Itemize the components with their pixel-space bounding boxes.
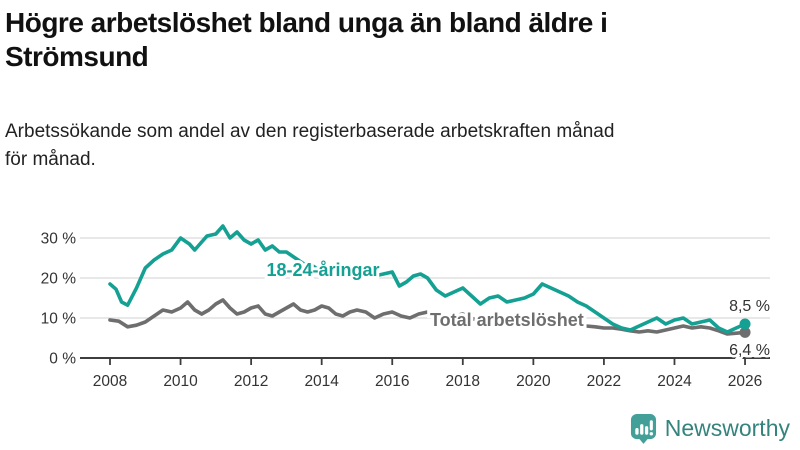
x-tick-label-2008: 2008: [93, 373, 127, 390]
newsworthy-brand-text: Newsworthy: [664, 415, 790, 441]
title-line-1: Högre arbetslöshet bland unga än bland ä…: [5, 7, 608, 38]
x-tick-label-2018: 2018: [446, 373, 480, 390]
x-tick-label-2014: 2014: [304, 373, 339, 390]
y-tick-label-0: 0 %: [49, 351, 76, 368]
x-tick-label-2016: 2016: [375, 373, 409, 390]
y-tick-label-30: 30 %: [41, 231, 77, 248]
newsworthy-bubble-icon: [630, 414, 656, 444]
end-label-youth: 8,5 %: [729, 298, 770, 315]
title-line-2: Strömsund: [5, 41, 149, 73]
x-tick-label-2024: 2024: [657, 373, 692, 390]
series-line-total: [108, 298, 747, 336]
y-tick-label-10: 10 %: [41, 311, 77, 328]
page-title: Högre arbetslöshet bland unga än bland ä…: [5, 6, 785, 74]
x-tick-label-2022: 2022: [587, 373, 621, 390]
series-label-total: Total arbetslöshet: [430, 310, 584, 330]
newsworthy-logo: Newsworthy: [630, 413, 790, 444]
series-label-youth: 18-24-åringar: [266, 260, 379, 280]
end-dot-total: [739, 326, 751, 338]
subtitle-line-1: Arbetssökande som andel av den registerb…: [5, 121, 615, 142]
x-tick-label-2010: 2010: [163, 373, 198, 390]
subtitle-line-2: för månad.: [5, 148, 96, 170]
end-label-total: 6,4 %: [729, 342, 770, 359]
chart-subtitle: Arbetssökande som andel av den registerb…: [5, 118, 785, 173]
end-dot-youth: [739, 318, 751, 330]
y-tick-label-20: 20 %: [41, 271, 77, 288]
series-line-youth: [108, 224, 747, 334]
x-tick-label-2012: 2012: [234, 373, 268, 390]
x-tick-label-2026: 2026: [728, 373, 762, 390]
x-tick-label-2020: 2020: [516, 373, 551, 390]
